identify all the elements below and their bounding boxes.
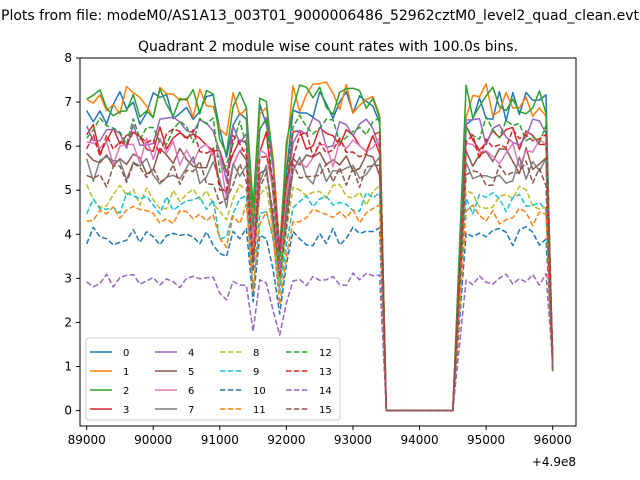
legend-label-3: 3	[123, 405, 129, 416]
series-line-13	[86, 128, 554, 412]
series-layer	[85, 81, 554, 412]
legend-label-5: 5	[188, 367, 194, 378]
y-tick-label: 0	[64, 404, 72, 418]
plot-frame	[79, 57, 577, 427]
series-line-1	[86, 81, 554, 412]
series-line-11	[86, 203, 554, 412]
y-tick-label: 2	[64, 315, 72, 329]
legend-label-11: 11	[253, 405, 266, 416]
legend-label-10: 10	[253, 386, 266, 397]
y-tick-label: 7	[64, 95, 72, 109]
y-tick-label: 8	[64, 51, 72, 65]
legend-label-13: 13	[319, 367, 332, 378]
legend-label-9: 9	[253, 367, 259, 378]
series-line-9	[86, 191, 554, 412]
chart-title: Quadrant 2 module wise count rates with …	[138, 39, 518, 55]
legend-label-15: 15	[319, 405, 332, 416]
legend-label-0: 0	[123, 348, 129, 359]
legend-box	[85, 337, 341, 421]
y-axis: 0 1 2 3 4 5 6 7 8	[64, 51, 80, 418]
series-line-14	[86, 272, 554, 412]
x-tick-label: 91000	[201, 433, 239, 447]
series-line-3	[86, 123, 554, 412]
x-tick-label: 92000	[267, 433, 305, 447]
legend-label-2: 2	[123, 386, 129, 397]
x-tick-label: 96000	[534, 433, 572, 447]
x-tick-label: 94000	[400, 433, 438, 447]
series-line-10	[86, 225, 554, 412]
legend-label-4: 4	[188, 348, 194, 359]
x-tick-label: 93000	[334, 433, 372, 447]
series-line-15	[86, 160, 554, 412]
y-tick-label: 4	[64, 227, 72, 241]
legend-label-6: 6	[188, 386, 194, 397]
figure-suptitle: Plots from file: modeM0/AS1A13_003T01_90…	[1, 8, 639, 24]
legend-label-8: 8	[253, 348, 259, 359]
x-axis-offset-label: +4.9e8	[532, 455, 576, 469]
x-tick-label: 95000	[467, 433, 505, 447]
series-line-8	[86, 183, 554, 412]
y-tick-label: 1	[64, 360, 72, 374]
x-tick-label: 90000	[134, 433, 172, 447]
x-tick-label: 89000	[68, 433, 106, 447]
y-tick-label: 3	[64, 271, 72, 285]
legend-label-7: 7	[188, 405, 194, 416]
y-tick-label: 5	[64, 183, 72, 197]
x-axis: 89000 90000 91000 92000 93000 94000 95000 96000	[68, 426, 572, 447]
legend-label-1: 1	[123, 367, 129, 378]
legend-label-12: 12	[319, 348, 332, 359]
legend-label-14: 14	[319, 386, 332, 397]
y-tick-label: 6	[64, 139, 72, 153]
series-line-5	[86, 147, 554, 412]
series-line-4	[86, 116, 554, 412]
series-line-2	[86, 84, 554, 412]
